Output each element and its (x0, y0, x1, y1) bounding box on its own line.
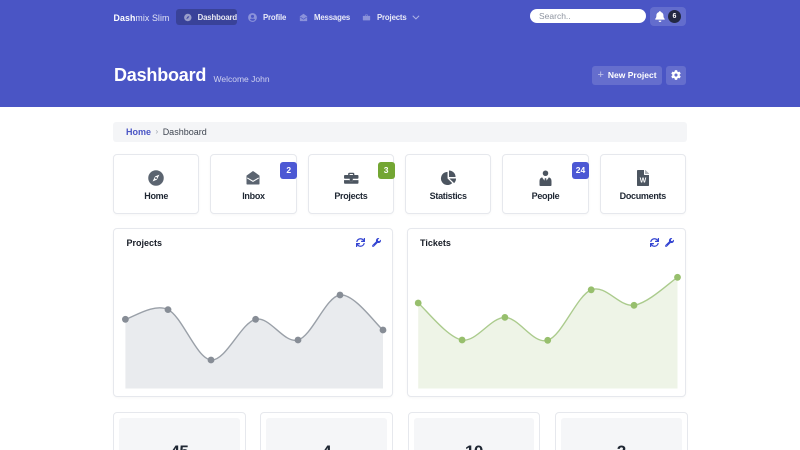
svg-text:W: W (640, 177, 647, 184)
